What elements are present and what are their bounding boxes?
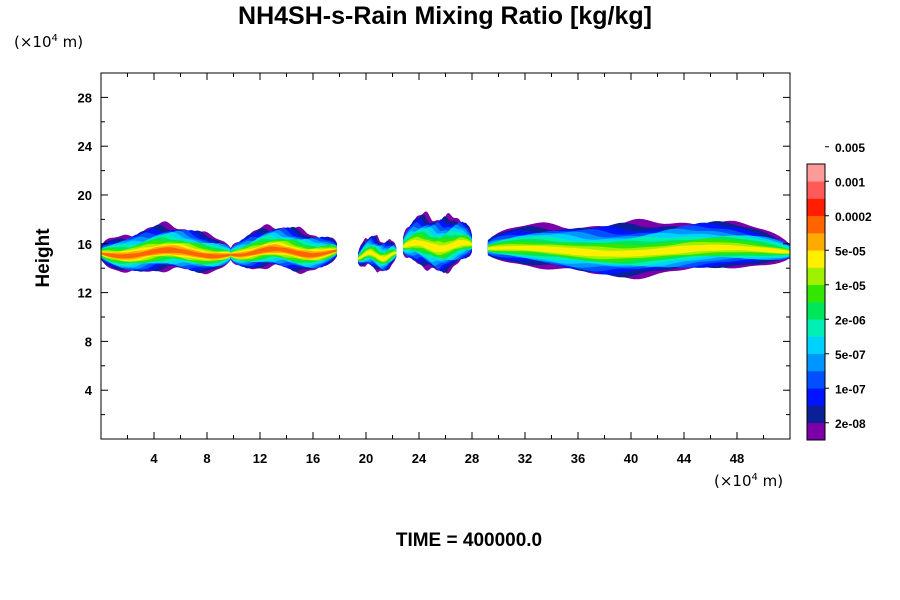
y-unit-exponent: 4 xyxy=(51,33,58,44)
contour-band xyxy=(358,250,397,261)
contour-band xyxy=(487,244,790,257)
contour-band xyxy=(230,246,337,258)
x-tick-label: 8 xyxy=(203,451,210,466)
colorbar: 2e-08 1e-07 5e-07 2e-06 1e-05 5e-05 0.0002 0.00… xyxy=(806,141,872,441)
colorbar-swatch xyxy=(807,405,825,424)
field-region xyxy=(358,234,397,273)
x-tick-label: 28 xyxy=(465,451,479,466)
chart-title: NH4SH-s-Rain Mixing Ratio [kg/kg] xyxy=(238,2,652,30)
y-tick-label: 20 xyxy=(78,188,92,203)
time-footer: TIME = 400000.0 xyxy=(395,530,543,551)
colorbar-swatch xyxy=(807,302,825,320)
x-unit-exponent: 4 xyxy=(751,472,758,483)
colorbar-label: 0.001 xyxy=(835,175,865,189)
y-unit-suffix: m) xyxy=(57,33,84,51)
colorbar-label: 5e-05 xyxy=(835,244,866,258)
colorbar-swatch xyxy=(807,353,825,372)
x-tick-label: 20 xyxy=(359,451,373,466)
field-region xyxy=(101,221,231,275)
colorbar-swatch xyxy=(807,284,825,303)
x-axis-unit: (×104 m) xyxy=(714,472,783,490)
x-tick-label: 4 xyxy=(150,451,158,466)
colorbar-swatch xyxy=(807,371,825,389)
field-region xyxy=(230,224,337,274)
colorbar-label: 1e-05 xyxy=(835,279,866,293)
colorbar-swatch xyxy=(807,250,825,268)
y-tick-label: 8 xyxy=(85,334,92,349)
colorbar-swatch xyxy=(807,422,825,441)
colorbar-swatch xyxy=(807,181,825,199)
mixing-ratio-field xyxy=(101,211,790,280)
x-tick-label: 12 xyxy=(253,451,267,466)
y-tick-label: 12 xyxy=(78,286,92,301)
colorbar-swatch xyxy=(807,267,825,286)
colorbar-swatch xyxy=(807,164,825,182)
x-unit-suffix: m) xyxy=(757,472,784,490)
contour-band xyxy=(403,239,472,253)
colorbar-label: 0.0002 xyxy=(835,210,872,224)
x-tick-label: 32 xyxy=(518,451,532,466)
x-tick-label: 24 xyxy=(412,451,427,466)
colorbar-swatch xyxy=(807,198,825,217)
field-region xyxy=(403,211,472,274)
y-tick-label: 28 xyxy=(78,90,92,105)
colorbar-swatch xyxy=(807,388,825,406)
colorbar-frame xyxy=(806,163,826,441)
colorbar-swatch xyxy=(807,319,825,337)
colorbar-swatch xyxy=(807,233,825,251)
y-axis-unit: (×104 m) xyxy=(14,33,83,51)
colorbar-label: 2e-08 xyxy=(835,417,866,431)
contour-band xyxy=(101,247,231,259)
y-tick-label: 16 xyxy=(78,237,92,252)
x-tick-label: 16 xyxy=(306,451,320,466)
y-tick-label: 24 xyxy=(78,139,93,154)
colorbar-label: 0.005 xyxy=(835,141,865,155)
colorbar-swatch xyxy=(807,215,825,234)
y-unit-prefix: (×10 xyxy=(14,33,52,51)
colorbar-label: 1e-07 xyxy=(835,382,866,396)
field-region xyxy=(487,218,790,280)
x-tick-label: 44 xyxy=(677,451,692,466)
x-tick-label: 48 xyxy=(730,451,744,466)
y-tick-label: 4 xyxy=(85,383,93,398)
x-tick-label: 40 xyxy=(624,451,638,466)
colorbar-swatch xyxy=(807,336,825,355)
colorbar-label: 5e-07 xyxy=(835,348,866,362)
x-unit-prefix: (×10 xyxy=(714,472,752,490)
colorbar-label: 2e-06 xyxy=(835,313,866,327)
x-tick-label: 36 xyxy=(571,451,585,466)
